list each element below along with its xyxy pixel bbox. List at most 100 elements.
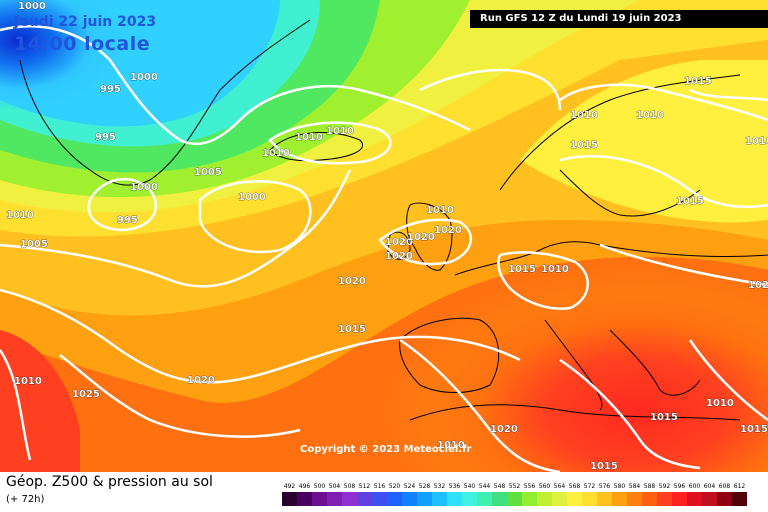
africa-coast — [409, 404, 741, 421]
norway-coast — [499, 74, 741, 191]
isobar-label: 1010 — [262, 148, 290, 159]
isobar-label: 1000 — [130, 182, 158, 193]
scale-swatch — [537, 492, 552, 506]
scale-tick-label: 560 — [539, 483, 551, 490]
field-west-red — [0, 330, 80, 472]
isobar-line — [688, 339, 768, 422]
scale-swatch — [282, 492, 297, 506]
ireland-coast — [387, 231, 411, 260]
scale-tick-label: 604 — [704, 483, 716, 490]
isobar-label: 1015 — [740, 424, 768, 435]
isobar-label: 1015 — [590, 461, 618, 472]
baltic-coast — [559, 169, 701, 217]
isobar-label: 1010 — [14, 376, 42, 387]
scale-tick-label: 532 — [434, 483, 446, 490]
scale-swatch — [327, 492, 342, 506]
isobar-line — [0, 25, 471, 146]
isobar-label: 1005 — [194, 167, 222, 178]
iceland-coast — [269, 132, 363, 162]
field-title: Géop. Z500 & pression au sol — [6, 474, 213, 490]
scale-swatch — [582, 492, 597, 506]
forecast-local-time: 14:00 locale — [14, 33, 151, 55]
isobar-label: 1000 — [130, 72, 158, 83]
isobar-label: 1000 — [18, 1, 46, 12]
scale-tick-label: 572 — [584, 483, 596, 490]
scale-swatch — [297, 492, 312, 506]
isobar-label: 1010 — [437, 440, 465, 451]
scale-swatch — [627, 492, 642, 506]
scale-swatch — [492, 492, 507, 506]
scale-tick-label: 592 — [659, 483, 671, 490]
balkans-coast — [609, 329, 701, 396]
lead-time: (+ 72h) — [6, 494, 45, 505]
scale-swatch — [417, 492, 432, 506]
isobar-line — [378, 218, 472, 266]
isobar-label: 1010 — [745, 136, 768, 147]
scale-swatch — [432, 492, 447, 506]
scale-swatch — [687, 492, 702, 506]
isobar-label: 1020 — [434, 225, 462, 236]
scale-tick-label: 568 — [569, 483, 581, 490]
isobar-line — [599, 243, 768, 287]
scale-swatch — [702, 492, 717, 506]
scale-tick-label: 520 — [389, 483, 401, 490]
scale-tick-label: 516 — [374, 483, 386, 490]
scale-tick-label: 556 — [524, 483, 536, 490]
greenland-coast — [19, 19, 311, 186]
isobar-label: 995 — [95, 132, 116, 143]
scale-swatch — [312, 492, 327, 506]
isobar-label: 1020 — [385, 251, 413, 262]
field-low-core — [0, 0, 300, 200]
scale-swatch — [672, 492, 687, 506]
scale-tick-label: 608 — [719, 483, 731, 490]
isobar-label: 995 — [117, 215, 138, 226]
isobar-line — [399, 338, 561, 472]
scale-tick-label: 508 — [344, 483, 356, 490]
scale-tick-label: 524 — [404, 483, 416, 490]
scale-tick-label: 540 — [464, 483, 476, 490]
isobar-label: 995 — [100, 84, 121, 95]
europe-coast — [454, 241, 768, 276]
isobar-label: 1015 — [676, 196, 704, 207]
scale-swatch — [342, 492, 357, 506]
coastlines — [19, 19, 768, 421]
isobar-label: 1000 — [238, 192, 266, 203]
scale-swatch — [447, 492, 462, 506]
isobar-label: 1020 — [338, 276, 366, 287]
scale-tick-label: 576 — [599, 483, 611, 490]
scale-tick-label: 564 — [554, 483, 566, 490]
scale-tick-label: 596 — [674, 483, 686, 490]
isobar-line — [689, 88, 768, 102]
isobar-label: 1015 — [508, 264, 536, 275]
scale-swatch — [372, 492, 387, 506]
scale-swatch — [732, 492, 747, 506]
isobar-label: 1010 — [636, 110, 664, 121]
isobar-label: 1020 — [407, 232, 435, 243]
isobar-line — [198, 180, 312, 254]
isobar-label: 1010 — [326, 126, 354, 137]
scale-swatch — [552, 492, 567, 506]
isobar-label: 1015 — [338, 324, 366, 335]
scale-tick-label: 544 — [479, 483, 491, 490]
scale-swatch — [657, 492, 672, 506]
iberia-coast — [399, 317, 500, 393]
scale-tick-label: 612 — [734, 483, 746, 490]
geopotential-map: 1000 995 1000 995 1000 995 1005 1000 101… — [0, 0, 768, 472]
scale-swatch — [522, 492, 537, 506]
scale-tick-label: 548 — [494, 483, 506, 490]
isobar-label: 1005 — [20, 239, 48, 250]
scale-tick-label: 496 — [299, 483, 311, 490]
scale-tick-label: 492 — [284, 483, 296, 490]
isobar-label: 1010 — [541, 264, 569, 275]
isobar-line — [559, 83, 768, 122]
isobar-label: 1025 — [72, 389, 100, 400]
isobar-line — [0, 169, 352, 288]
isobar-label: 1010 — [706, 398, 734, 409]
scale-swatch — [507, 492, 522, 506]
scale-tick-label: 512 — [359, 483, 371, 490]
scale-swatch — [642, 492, 657, 506]
isobar-line — [419, 68, 562, 111]
scale-swatch — [402, 492, 417, 506]
copyright-notice: Copyright © 2023 Meteociel.fr — [300, 444, 472, 455]
